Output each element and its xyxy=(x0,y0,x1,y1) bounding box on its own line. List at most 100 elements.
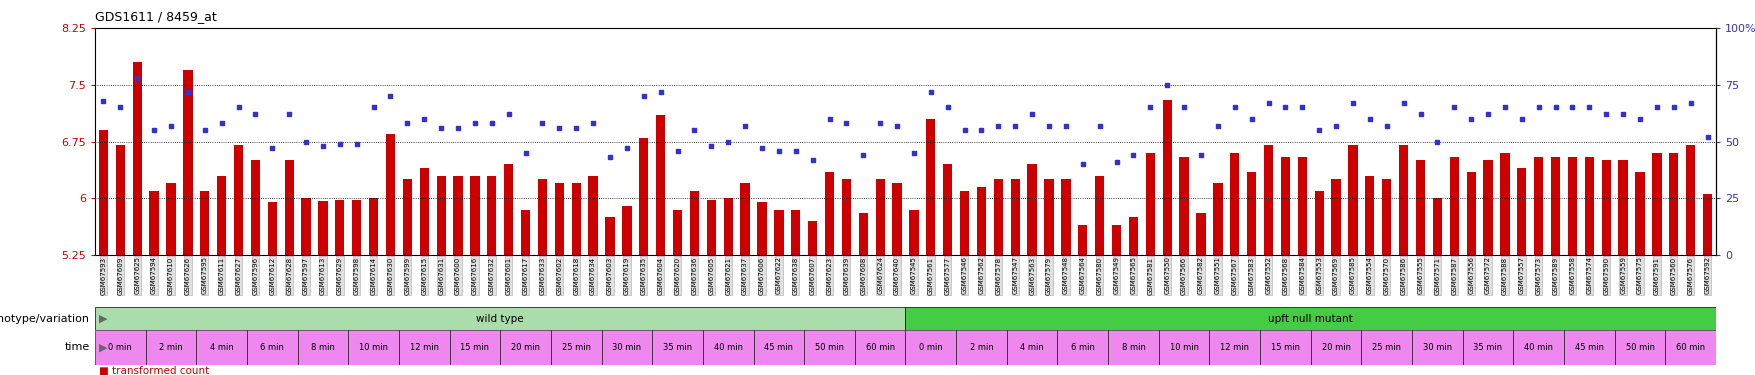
Text: 0 min: 0 min xyxy=(918,343,942,352)
Point xyxy=(814,116,842,122)
Point xyxy=(562,125,590,131)
Bar xyxy=(807,221,816,255)
Text: 2 min: 2 min xyxy=(160,343,183,352)
Point xyxy=(865,120,893,126)
Bar xyxy=(1360,330,1411,365)
Point xyxy=(326,141,355,147)
Point xyxy=(1085,123,1113,129)
Text: 4 min: 4 min xyxy=(209,343,233,352)
Bar xyxy=(1415,160,1425,255)
Bar xyxy=(302,198,311,255)
Text: wild type: wild type xyxy=(476,314,523,324)
Text: 20 min: 20 min xyxy=(1322,343,1350,352)
Bar xyxy=(1399,145,1408,255)
Bar xyxy=(116,145,125,255)
Bar xyxy=(247,330,297,365)
Bar xyxy=(1213,183,1221,255)
Bar xyxy=(690,190,698,255)
Bar xyxy=(855,330,906,365)
Bar xyxy=(1246,172,1255,255)
Point xyxy=(1423,138,1451,144)
Bar xyxy=(1513,330,1564,365)
Bar xyxy=(1462,330,1513,365)
Bar xyxy=(555,183,563,255)
Text: 40 min: 40 min xyxy=(713,343,742,352)
Bar xyxy=(1060,179,1071,255)
Bar xyxy=(651,330,702,365)
Bar xyxy=(197,330,247,365)
Bar xyxy=(804,330,855,365)
Text: 25 min: 25 min xyxy=(562,343,590,352)
Point xyxy=(1574,105,1602,111)
Text: 30 min: 30 min xyxy=(1422,343,1451,352)
Bar xyxy=(1158,330,1209,365)
Point xyxy=(612,145,641,151)
Point xyxy=(291,138,319,144)
Point xyxy=(258,145,286,151)
Point xyxy=(1355,116,1383,122)
Bar xyxy=(183,70,193,255)
Text: 6 min: 6 min xyxy=(260,343,284,352)
Point xyxy=(1118,152,1146,158)
Bar xyxy=(1111,225,1121,255)
Point xyxy=(1304,127,1332,133)
Bar xyxy=(1450,157,1458,255)
Point xyxy=(1204,123,1232,129)
Text: ■ transformed count: ■ transformed count xyxy=(98,366,209,375)
Point xyxy=(1337,100,1365,106)
Bar xyxy=(149,190,158,255)
Bar xyxy=(1381,179,1390,255)
Point xyxy=(376,93,404,99)
Point xyxy=(460,120,488,126)
Point xyxy=(595,154,623,160)
Point xyxy=(207,120,235,126)
Bar xyxy=(960,190,969,255)
Bar xyxy=(267,202,277,255)
Bar xyxy=(95,307,906,330)
Bar xyxy=(335,200,344,255)
Bar xyxy=(602,330,651,365)
Point xyxy=(444,125,472,131)
Bar xyxy=(1685,145,1694,255)
Bar xyxy=(1107,330,1158,365)
Point xyxy=(1676,100,1704,106)
Bar xyxy=(132,62,142,255)
Point xyxy=(342,141,370,147)
Point xyxy=(1592,111,1620,117)
Text: 15 min: 15 min xyxy=(1271,343,1299,352)
Point xyxy=(799,157,827,163)
Point xyxy=(1439,105,1467,111)
Point xyxy=(411,116,439,122)
Bar xyxy=(1664,330,1715,365)
Bar xyxy=(1027,164,1035,255)
Point xyxy=(1135,105,1164,111)
Bar xyxy=(486,176,497,255)
Bar xyxy=(723,198,732,255)
Point xyxy=(1490,105,1518,111)
Point xyxy=(1069,161,1097,167)
Point xyxy=(646,88,674,94)
Point xyxy=(714,138,742,144)
Bar xyxy=(706,200,716,255)
Point xyxy=(1508,116,1536,122)
Point xyxy=(934,105,962,111)
Bar xyxy=(1078,225,1086,255)
Text: 45 min: 45 min xyxy=(763,343,793,352)
Bar xyxy=(906,307,1715,330)
Bar xyxy=(369,198,377,255)
Point xyxy=(765,148,793,154)
Point xyxy=(1018,111,1046,117)
Point xyxy=(1034,123,1062,129)
Point xyxy=(360,105,388,111)
Point xyxy=(630,93,658,99)
Bar xyxy=(386,134,395,255)
Bar xyxy=(756,202,767,255)
Point xyxy=(174,88,202,94)
Text: 40 min: 40 min xyxy=(1523,343,1553,352)
Bar xyxy=(906,330,956,365)
Text: 50 min: 50 min xyxy=(814,343,844,352)
Point xyxy=(579,120,607,126)
Bar xyxy=(1601,160,1609,255)
Bar xyxy=(588,176,597,255)
Text: 8 min: 8 min xyxy=(1121,343,1144,352)
